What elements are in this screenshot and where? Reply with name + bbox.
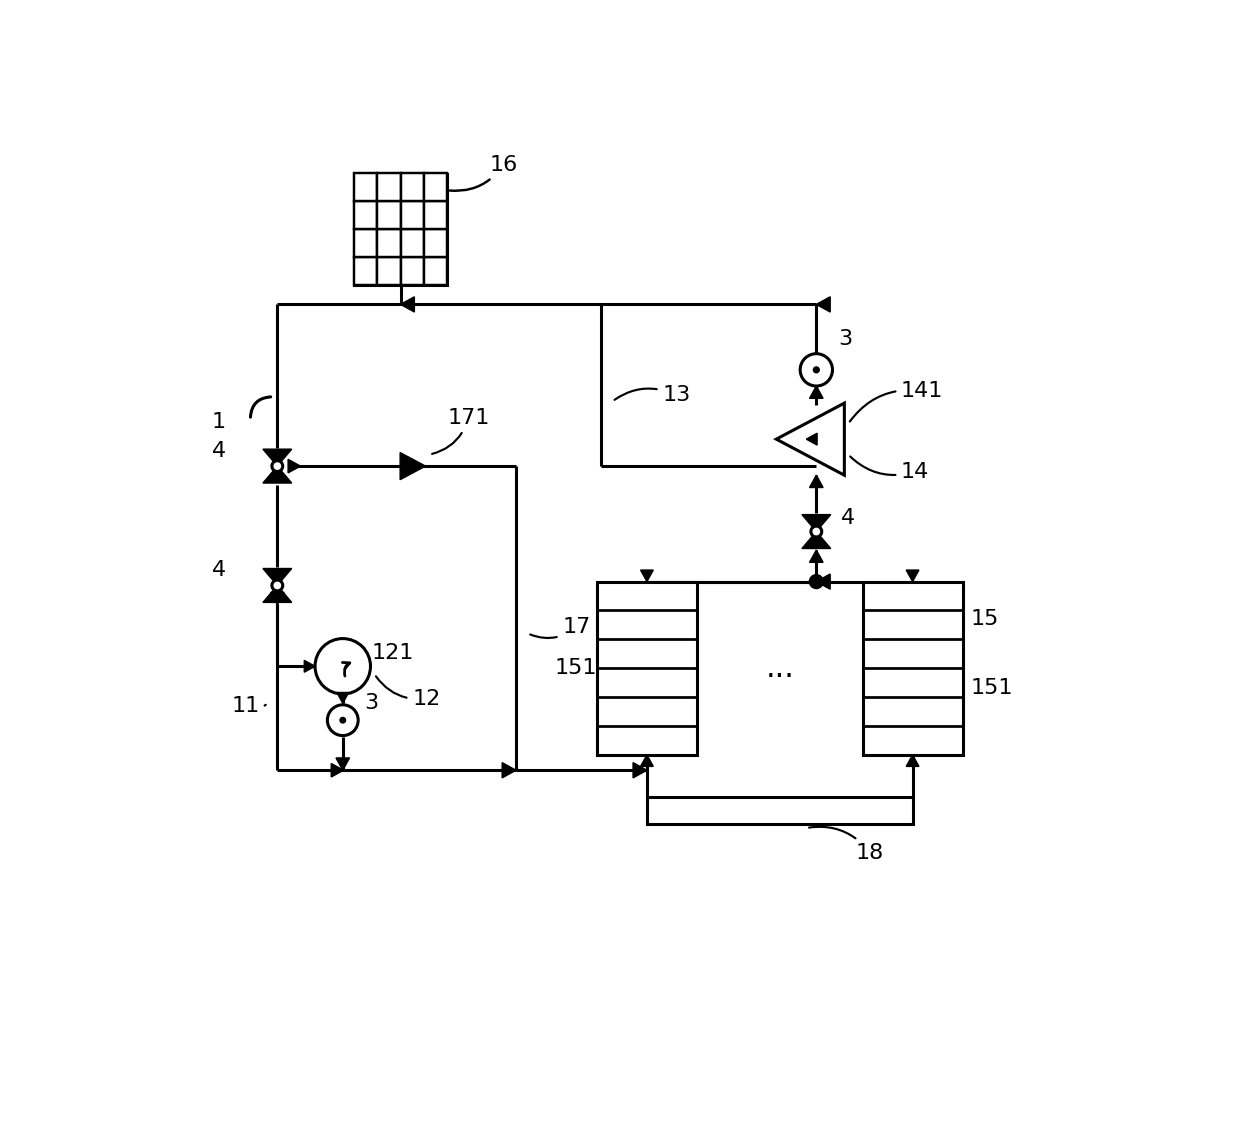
Polygon shape xyxy=(337,693,348,703)
Bar xyxy=(378,201,400,230)
Text: 13: 13 xyxy=(615,386,690,405)
Text: 4: 4 xyxy=(212,441,225,461)
Polygon shape xyxy=(906,570,919,582)
Polygon shape xyxy=(400,452,425,479)
Text: 3: 3 xyxy=(838,330,852,349)
Polygon shape xyxy=(270,593,284,605)
Bar xyxy=(400,201,424,230)
Polygon shape xyxy=(400,297,414,312)
Polygon shape xyxy=(906,755,919,766)
Polygon shape xyxy=(809,550,823,562)
Text: 3: 3 xyxy=(364,693,378,712)
Bar xyxy=(378,173,400,201)
Bar xyxy=(354,258,378,285)
Circle shape xyxy=(271,460,282,471)
Text: 4: 4 xyxy=(841,507,855,528)
Bar xyxy=(647,798,913,825)
Text: 16: 16 xyxy=(450,155,518,191)
Bar xyxy=(400,258,424,285)
Text: 151: 151 xyxy=(970,678,1012,699)
Text: 4: 4 xyxy=(212,560,225,580)
Polygon shape xyxy=(817,297,830,312)
Text: 11: 11 xyxy=(232,696,266,717)
Polygon shape xyxy=(336,758,349,771)
Bar xyxy=(378,229,400,258)
Text: 141: 141 xyxy=(850,380,943,422)
Text: 12: 12 xyxy=(375,676,440,709)
Text: 18: 18 xyxy=(809,827,885,863)
Circle shape xyxy=(327,704,358,736)
Polygon shape xyxy=(802,531,830,549)
Circle shape xyxy=(339,718,346,723)
Bar xyxy=(424,201,447,230)
Polygon shape xyxy=(641,755,653,766)
Text: 151: 151 xyxy=(555,658,597,678)
Text: 171: 171 xyxy=(432,407,489,453)
Text: 14: 14 xyxy=(850,457,929,482)
Bar xyxy=(400,173,424,201)
Polygon shape xyxy=(809,475,823,487)
Bar xyxy=(424,229,447,258)
Bar xyxy=(354,201,378,230)
Circle shape xyxy=(800,353,833,386)
Polygon shape xyxy=(807,433,817,446)
Polygon shape xyxy=(263,449,291,466)
Polygon shape xyxy=(305,660,315,673)
Bar xyxy=(862,582,963,755)
Circle shape xyxy=(271,580,282,591)
Polygon shape xyxy=(263,466,291,483)
Circle shape xyxy=(809,575,823,588)
Bar xyxy=(354,173,447,285)
Bar xyxy=(378,258,400,285)
Text: 17: 17 xyxy=(530,618,591,638)
Text: 121: 121 xyxy=(372,642,414,663)
Text: ...: ... xyxy=(766,654,794,683)
Polygon shape xyxy=(502,763,515,777)
Text: 1: 1 xyxy=(212,412,225,432)
Polygon shape xyxy=(817,574,830,590)
Circle shape xyxy=(810,526,821,537)
Polygon shape xyxy=(263,568,291,585)
Bar xyxy=(424,173,447,201)
Polygon shape xyxy=(777,403,844,475)
Bar xyxy=(400,229,424,258)
Circle shape xyxy=(814,367,819,372)
Polygon shape xyxy=(633,763,647,777)
Bar xyxy=(424,258,447,285)
Polygon shape xyxy=(331,764,343,777)
Circle shape xyxy=(315,639,370,694)
Polygon shape xyxy=(641,570,653,582)
Bar xyxy=(354,229,378,258)
Text: 15: 15 xyxy=(970,609,999,629)
Polygon shape xyxy=(263,585,291,602)
Polygon shape xyxy=(289,459,300,472)
Polygon shape xyxy=(802,514,830,531)
Polygon shape xyxy=(809,386,823,398)
Bar xyxy=(354,173,378,201)
Bar xyxy=(597,582,698,755)
